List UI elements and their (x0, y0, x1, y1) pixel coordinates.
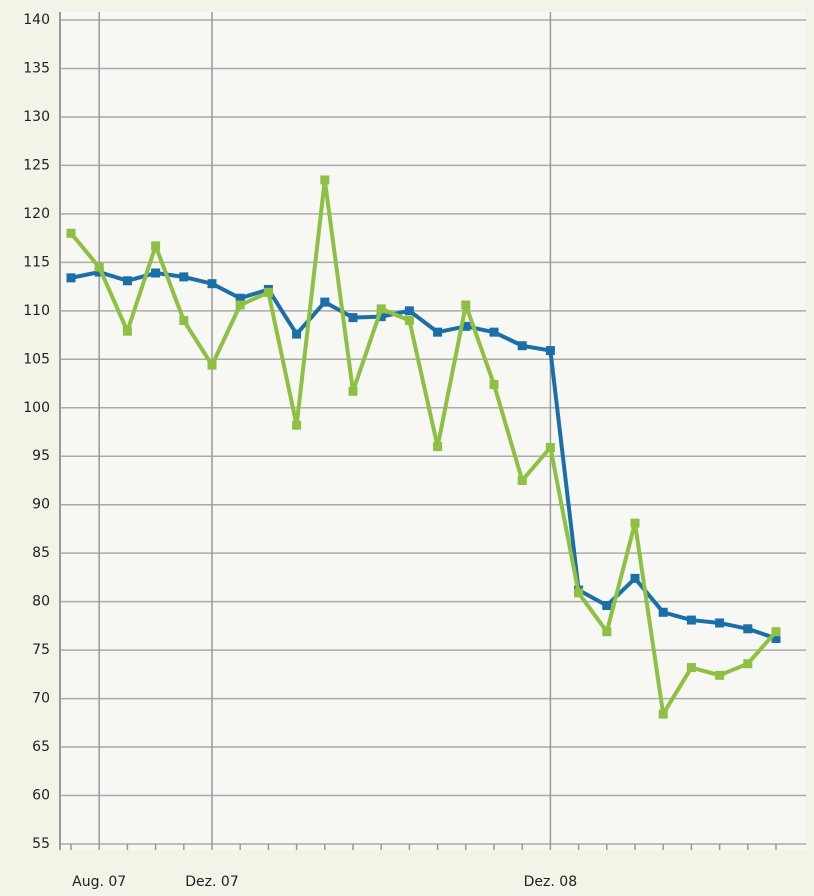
point-marker (433, 442, 443, 452)
y-tick-label: 70 (32, 691, 50, 707)
point-marker (66, 273, 76, 283)
x-tick-label: Dez. 07 (185, 874, 238, 890)
point-marker (207, 279, 217, 289)
y-tick-label: 140 (23, 12, 50, 28)
point-marker (94, 262, 104, 272)
point-marker (743, 624, 753, 634)
point-marker (658, 709, 668, 719)
point-marker (658, 607, 668, 617)
point-marker (715, 618, 725, 628)
point-marker (122, 276, 132, 286)
point-marker (545, 443, 555, 453)
y-tick-label: 90 (32, 497, 50, 513)
point-marker (263, 287, 273, 297)
point-marker (179, 316, 189, 326)
point-marker (686, 663, 696, 673)
point-marker (771, 633, 781, 643)
point-marker (235, 293, 245, 303)
point-marker (517, 341, 527, 351)
series-line (69, 177, 778, 717)
point-marker (433, 327, 443, 337)
point-marker (320, 175, 330, 185)
point-marker (602, 601, 612, 611)
point-marker (489, 379, 499, 389)
point-marker (122, 326, 132, 336)
y-tick-label: 60 (32, 788, 50, 804)
series-line (70, 270, 777, 641)
point-marker (179, 272, 189, 282)
y-tick-label: 80 (32, 594, 50, 610)
point-marker (715, 670, 725, 680)
point-marker (686, 615, 696, 625)
y-tick-label: 120 (23, 206, 50, 222)
point-marker (376, 312, 386, 322)
point-marker (574, 588, 584, 598)
x-tick-label: Dez. 08 (524, 874, 577, 890)
y-tick-label: 135 (23, 60, 50, 76)
point-marker (348, 386, 358, 396)
y-tick-label: 55 (32, 836, 50, 852)
point-marker (602, 627, 612, 637)
y-tick-label: 75 (32, 642, 50, 658)
y-tick-label: 100 (23, 400, 50, 416)
point-marker (292, 329, 302, 339)
point-marker (489, 327, 499, 337)
point-marker (517, 475, 527, 485)
point-marker (404, 306, 414, 316)
point-marker (630, 573, 640, 583)
x-tick-label: Aug. 07 (72, 874, 126, 890)
point-marker (235, 300, 245, 310)
y-tick-label: 115 (23, 254, 50, 270)
point-marker (151, 241, 161, 251)
y-tick-label: 125 (23, 157, 50, 173)
point-marker (771, 627, 781, 637)
y-tick-label: 110 (23, 303, 50, 319)
point-marker (348, 313, 358, 323)
y-tick-label: 105 (23, 351, 50, 367)
point-marker (292, 420, 302, 430)
point-marker (461, 321, 471, 331)
y-tick-label: 65 (32, 739, 50, 755)
point-marker (545, 346, 555, 356)
point-marker (66, 228, 76, 238)
point-marker (376, 304, 386, 314)
y-tick-label: 130 (23, 109, 50, 125)
y-tick-label: 95 (32, 448, 50, 464)
point-marker (404, 316, 414, 326)
point-marker (320, 297, 330, 307)
point-marker (151, 268, 161, 278)
point-marker (743, 659, 753, 669)
point-marker (461, 300, 471, 310)
y-tick-label: 85 (32, 545, 50, 561)
point-marker (207, 360, 217, 370)
point-marker (630, 518, 640, 528)
